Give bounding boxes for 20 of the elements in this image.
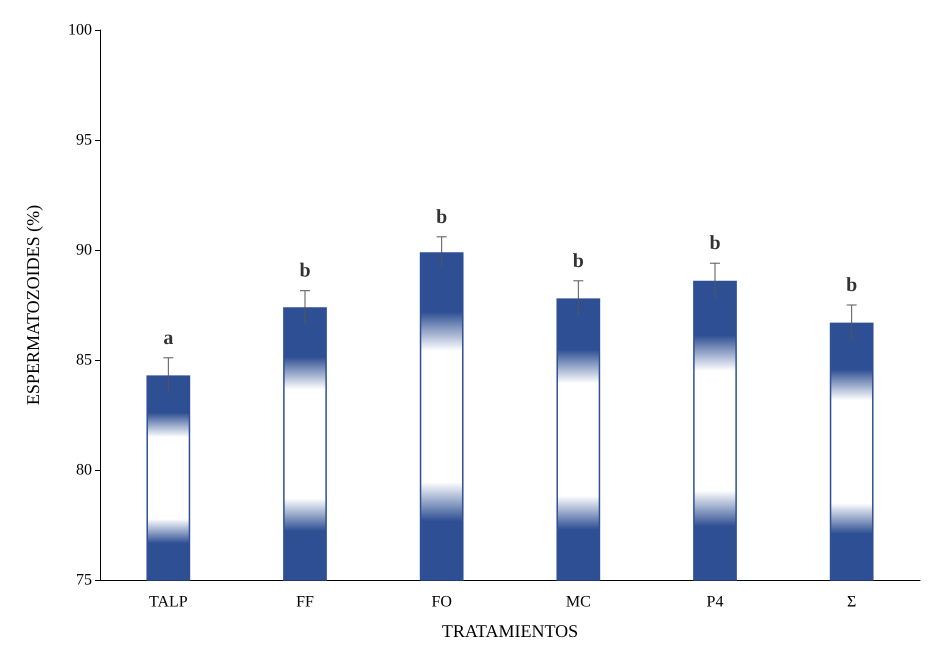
annotation: a <box>163 326 174 349</box>
x-axis-title: TRATAMIENTOS <box>442 621 578 641</box>
y-tick-label: 100 <box>68 22 92 38</box>
annotation: b <box>436 206 448 228</box>
y-tick-label: 90 <box>76 242 92 258</box>
x-tick-label: MC <box>566 594 591 610</box>
x-tick-label: FF <box>296 594 314 610</box>
x-tick-label: TALP <box>148 594 188 610</box>
y-tick-label: 85 <box>76 352 92 368</box>
annotation: b <box>709 232 721 254</box>
x-tick-label: Σ <box>847 594 856 610</box>
annotation: b <box>846 274 858 296</box>
y-tick-label: 75 <box>76 572 92 588</box>
x-tick-label: P4 <box>706 594 724 610</box>
y-axis-title: ESPERMATOZOIDES (%) <box>23 204 43 406</box>
y-tick-label: 95 <box>76 132 92 148</box>
annotation: b <box>572 250 584 272</box>
annotation: b <box>299 260 311 282</box>
x-tick-label: FO <box>431 594 452 610</box>
y-tick-label: 80 <box>76 462 92 478</box>
